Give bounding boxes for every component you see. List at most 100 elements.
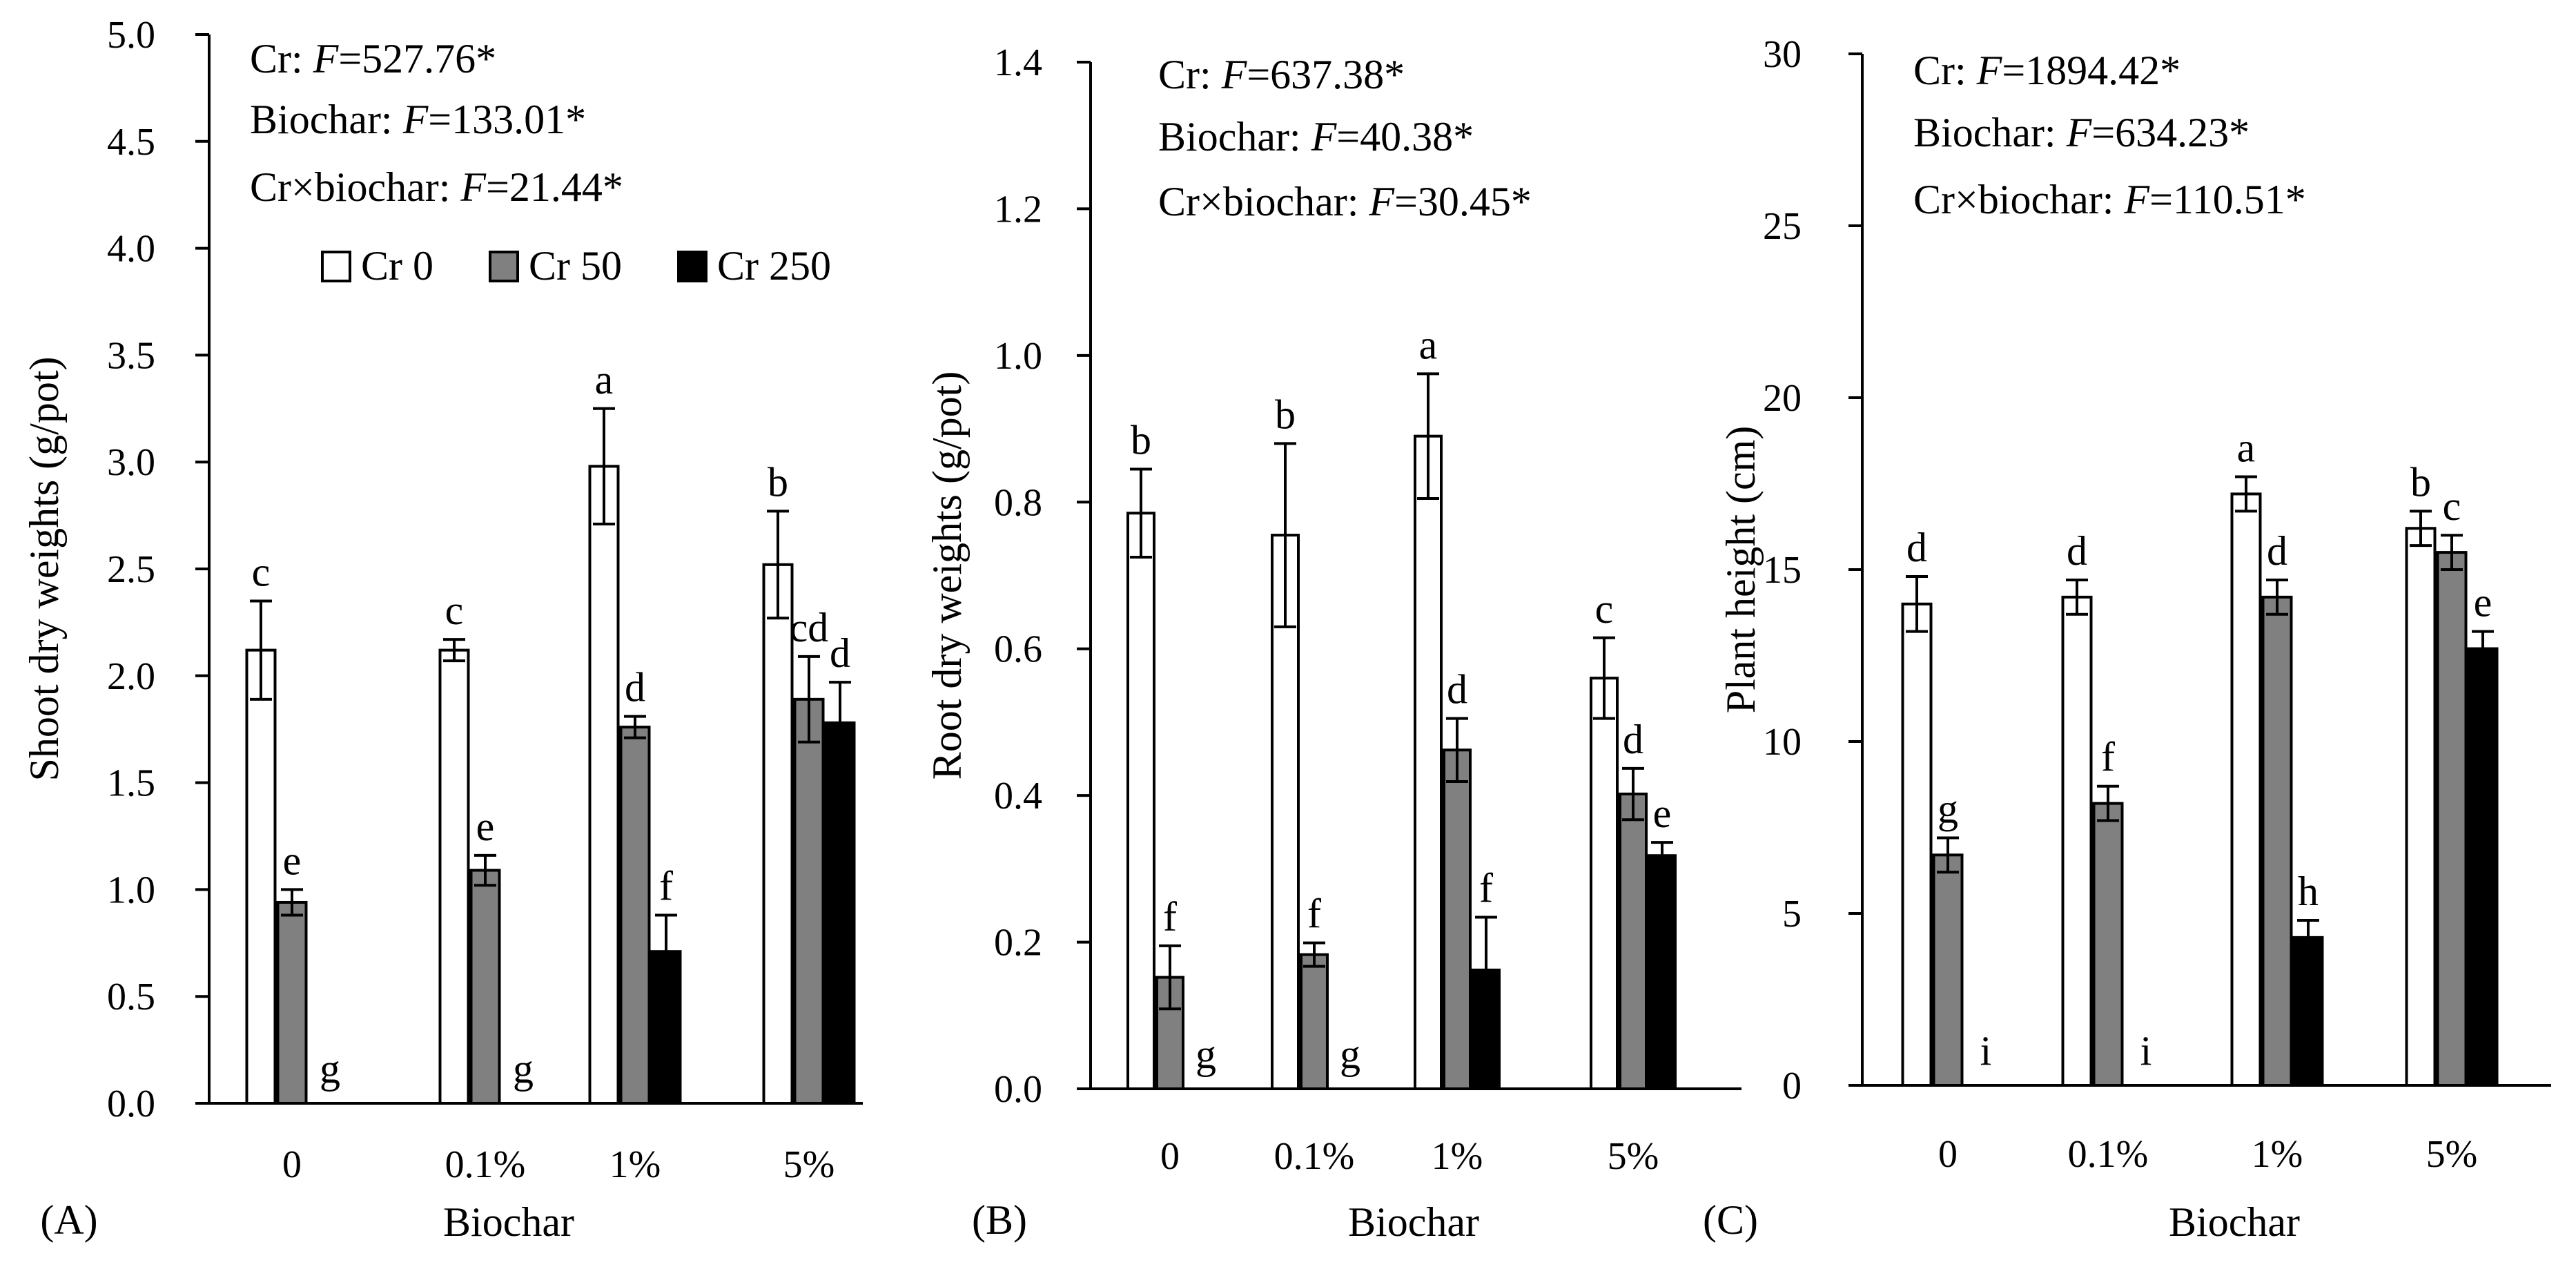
category-label: 0 bbox=[1160, 1135, 1180, 1178]
bar-cr-0 bbox=[1126, 512, 1155, 1090]
bar-cr-0 bbox=[2061, 595, 2093, 1087]
anova-f-symbol: F bbox=[402, 97, 429, 142]
significance-letter: d bbox=[1623, 717, 1643, 762]
y-tick-label: 0.6 bbox=[994, 628, 1042, 671]
bar-cr-50 bbox=[793, 697, 825, 1105]
significance-letter: f bbox=[1307, 891, 1321, 937]
anova-term: Biochar: bbox=[1158, 114, 1311, 159]
anova-stat: Cr×biochar: F=30.45* bbox=[1158, 179, 1532, 224]
legend-swatch bbox=[321, 251, 351, 282]
anova-stat: Biochar: F=634.23* bbox=[1913, 110, 2250, 155]
y-tick-label: 4.5 bbox=[107, 121, 155, 164]
significance-letter: f bbox=[1163, 894, 1177, 940]
panel-label: (C) bbox=[1703, 1197, 1758, 1243]
y-tick-label: 0 bbox=[1782, 1065, 1802, 1107]
legend-label: Cr 250 bbox=[717, 243, 831, 289]
anova-f-symbol: F bbox=[460, 164, 487, 210]
bar-cr-50 bbox=[619, 726, 651, 1105]
anova-f-symbol: F bbox=[313, 36, 340, 81]
bar-cr-0 bbox=[2405, 527, 2437, 1087]
anova-f-symbol: F bbox=[1311, 114, 1338, 159]
y-tick-label: 3.5 bbox=[107, 334, 155, 377]
significance-letter: b bbox=[1131, 417, 1151, 463]
category-label: 0 bbox=[282, 1143, 302, 1186]
chart-panel-1: 0.0 0.5 1.0 1.5 2.0 2.5 3.0 3.5 4.0 4.5 5.0 Shoot d… bbox=[21, 14, 863, 1245]
anova-f-symbol: F bbox=[2066, 110, 2093, 155]
significance-letter: g bbox=[320, 1046, 340, 1092]
significance-letter: d bbox=[830, 630, 850, 676]
significance-letter: i bbox=[1980, 1028, 1992, 1074]
legend-swatch bbox=[677, 251, 708, 282]
y-axis-title: Plant height (cm) bbox=[1718, 426, 1764, 714]
y-tick-label: 2.0 bbox=[107, 655, 155, 698]
bar-cr-0 bbox=[438, 648, 470, 1105]
bar-cr-50 bbox=[2261, 595, 2293, 1087]
legend-label: Cr 50 bbox=[529, 243, 622, 289]
bar-cr-50 bbox=[1300, 953, 1329, 1090]
anova-term: Cr×biochar: bbox=[1158, 179, 1369, 224]
anova-term: Biochar: bbox=[250, 97, 403, 142]
significance-letter: i bbox=[2140, 1028, 2152, 1074]
category-label: 0.1% bbox=[1274, 1135, 1355, 1178]
bar-cr-0 bbox=[1414, 434, 1443, 1090]
y-tick-label: 0.4 bbox=[994, 775, 1042, 817]
y-tick-label: 10 bbox=[1763, 721, 1802, 764]
y-tick-label: 1.0 bbox=[994, 335, 1042, 378]
anova-term: Cr: bbox=[250, 36, 313, 81]
significance-letter: d bbox=[2067, 528, 2087, 574]
category-label: 0.1% bbox=[2068, 1133, 2149, 1176]
bar-cr-50 bbox=[1443, 748, 1472, 1091]
significance-letter: e bbox=[2474, 580, 2492, 626]
x-axis-title: Biochar bbox=[2169, 1199, 2300, 1245]
bar-cr-0 bbox=[1590, 677, 1619, 1090]
category-label: 1% bbox=[1432, 1135, 1483, 1178]
significance-letter: a bbox=[2237, 425, 2256, 471]
bar-cr-250 bbox=[2292, 936, 2324, 1087]
y-tick-label: 25 bbox=[1763, 205, 1802, 248]
anova-f-value: =40.38* bbox=[1336, 114, 1474, 159]
category-label: 5% bbox=[783, 1143, 835, 1186]
y-tick-label: 0.0 bbox=[107, 1083, 155, 1125]
bar-cr-50 bbox=[1619, 793, 1648, 1090]
y-axis-title: Shoot dry weights (g/pot) bbox=[21, 357, 67, 782]
y-tick-label: 5 bbox=[1782, 893, 1802, 936]
bar-cr-0 bbox=[2230, 492, 2262, 1087]
bar-cr-50 bbox=[276, 900, 308, 1105]
y-tick-label: 1.5 bbox=[107, 762, 155, 805]
anova-f-symbol: F bbox=[2123, 177, 2150, 222]
significance-letter: b bbox=[1275, 391, 1296, 437]
bar-cr-50 bbox=[2092, 802, 2124, 1087]
anova-f-value: =637.38* bbox=[1247, 52, 1405, 97]
anova-stat: Cr×biochar: F=110.51* bbox=[1913, 177, 2306, 222]
bar-cr-250 bbox=[1648, 854, 1677, 1090]
significance-letter: c bbox=[252, 549, 271, 594]
anova-stat: Cr×biochar: F=21.44* bbox=[250, 164, 623, 210]
category-label: 0 bbox=[1938, 1133, 1958, 1176]
x-axis-title: Biochar bbox=[443, 1199, 574, 1245]
y-tick-label: 5.0 bbox=[107, 14, 155, 57]
y-tick-label: 0.2 bbox=[994, 922, 1042, 965]
y-tick-label: 0.5 bbox=[107, 976, 155, 1018]
anova-term: Cr×biochar: bbox=[250, 164, 460, 210]
anova-term: Cr: bbox=[1913, 48, 1977, 93]
significance-letter: d bbox=[1906, 525, 1927, 570]
bar-cr-0 bbox=[762, 563, 794, 1105]
significance-letter: g bbox=[1938, 786, 1958, 831]
y-tick-label: 1.4 bbox=[994, 41, 1042, 84]
anova-term: Cr: bbox=[1158, 52, 1222, 97]
y-tick-label: 30 bbox=[1763, 33, 1802, 76]
significance-letter: g bbox=[1340, 1031, 1360, 1077]
significance-letter: e bbox=[283, 837, 302, 883]
significance-letter: b bbox=[2410, 459, 2431, 505]
bar-cr-0 bbox=[1901, 602, 1933, 1087]
category-label: 1% bbox=[609, 1143, 661, 1186]
anova-stat: Cr: F=527.76* bbox=[250, 36, 496, 81]
panel-label: (A) bbox=[40, 1197, 97, 1243]
y-tick-label: 0.0 bbox=[994, 1068, 1042, 1111]
bar-cr-50 bbox=[1932, 853, 1964, 1087]
significance-letter: d bbox=[1447, 667, 1467, 713]
y-tick-label: 2.5 bbox=[107, 548, 155, 591]
anova-stat: Biochar: F=40.38* bbox=[1158, 114, 1474, 159]
significance-letter: g bbox=[513, 1046, 534, 1092]
anova-f-value: =634.23* bbox=[2091, 110, 2250, 155]
